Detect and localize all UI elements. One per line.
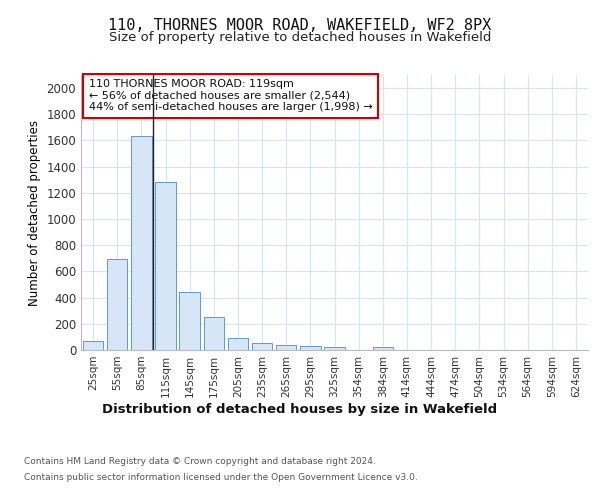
Y-axis label: Number of detached properties: Number of detached properties xyxy=(28,120,41,306)
Text: Contains HM Land Registry data © Crown copyright and database right 2024.: Contains HM Land Registry data © Crown c… xyxy=(24,458,376,466)
Text: Size of property relative to detached houses in Wakefield: Size of property relative to detached ho… xyxy=(109,31,491,44)
Bar xyxy=(227,338,248,350)
Text: 110, THORNES MOOR ROAD, WAKEFIELD, WF2 8PX: 110, THORNES MOOR ROAD, WAKEFIELD, WF2 8… xyxy=(109,18,491,32)
Bar xyxy=(373,348,393,350)
Bar xyxy=(300,346,320,350)
Text: Distribution of detached houses by size in Wakefield: Distribution of detached houses by size … xyxy=(103,402,497,415)
Bar xyxy=(276,345,296,350)
Text: Contains public sector information licensed under the Open Government Licence v3: Contains public sector information licen… xyxy=(24,472,418,482)
Bar xyxy=(107,259,127,350)
Bar xyxy=(155,182,176,350)
Bar xyxy=(324,346,345,350)
Bar xyxy=(203,316,224,350)
Bar xyxy=(131,136,152,350)
Text: 110 THORNES MOOR ROAD: 119sqm
← 56% of detached houses are smaller (2,544)
44% o: 110 THORNES MOOR ROAD: 119sqm ← 56% of d… xyxy=(89,79,373,112)
Bar xyxy=(83,342,103,350)
Bar xyxy=(252,343,272,350)
Bar xyxy=(179,292,200,350)
